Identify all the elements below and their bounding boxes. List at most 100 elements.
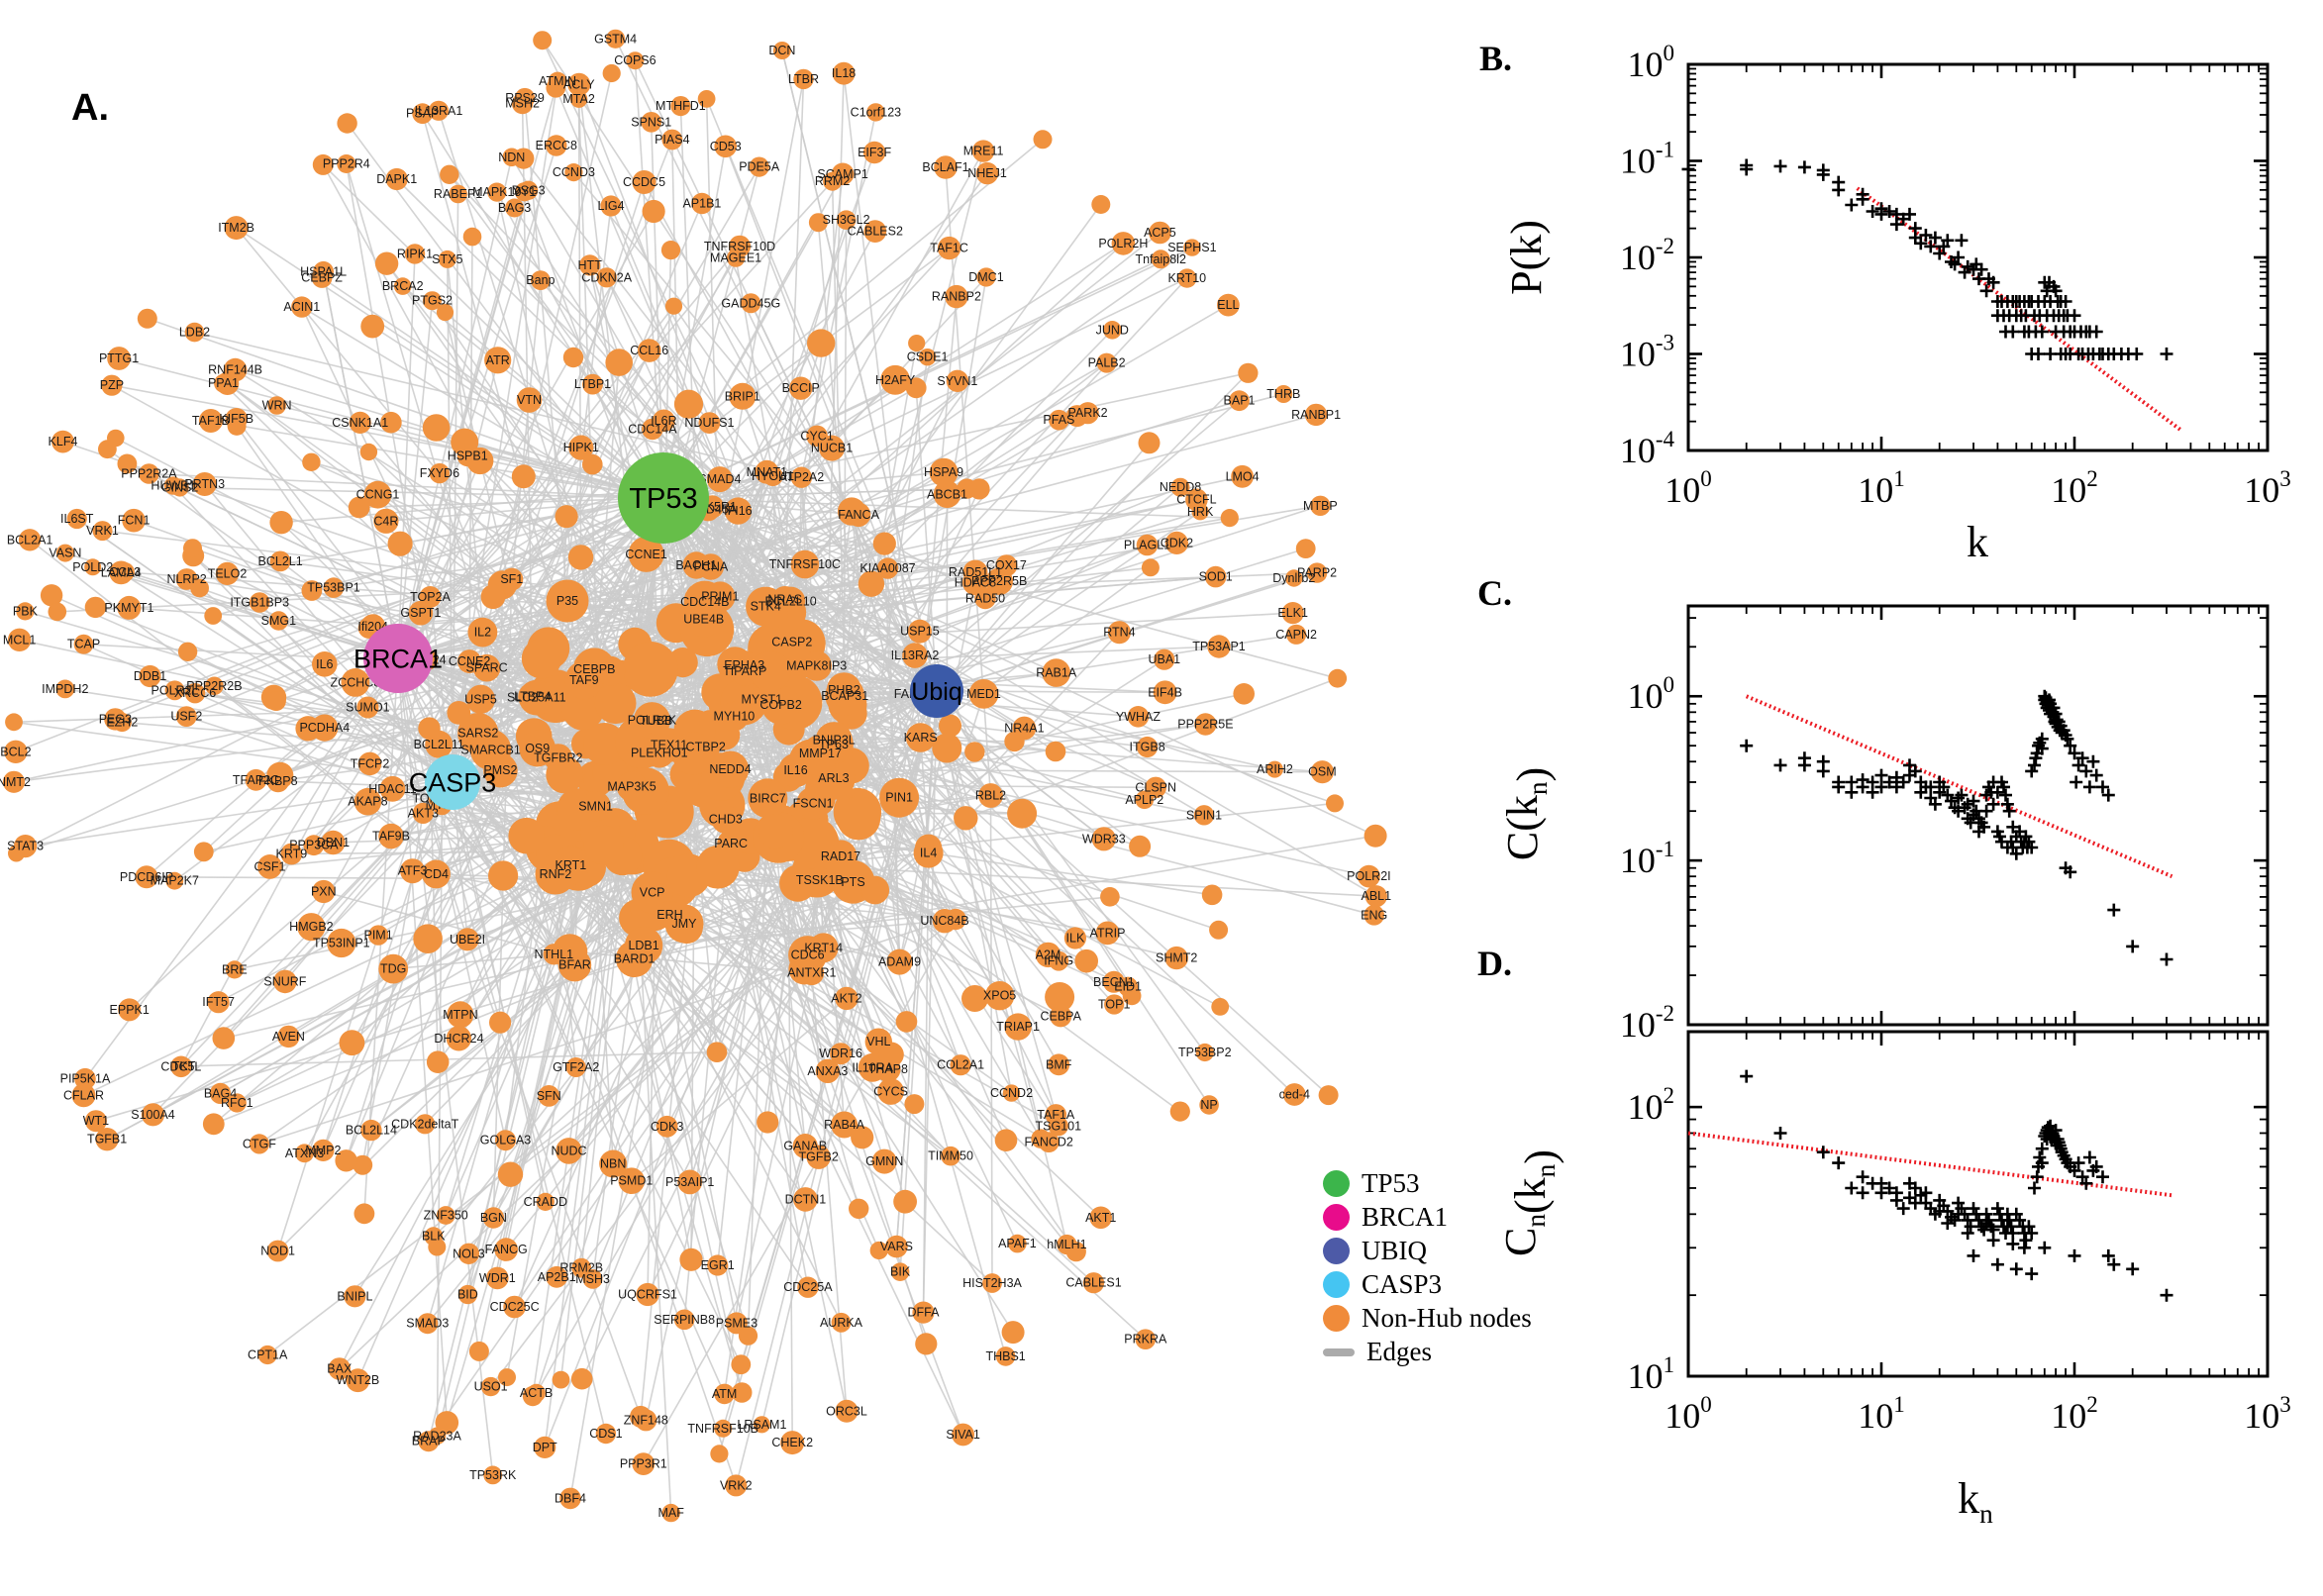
gene-label: PARC xyxy=(714,837,748,850)
gene-label: MAP3K5 xyxy=(607,779,656,793)
y-axis-label: P(k) xyxy=(1502,220,1551,295)
fit-line xyxy=(1856,186,2183,433)
gene-label: PFAS xyxy=(1043,413,1074,427)
gene-label: POLD2 xyxy=(72,560,113,574)
gene-label: PTTG1 xyxy=(99,351,139,365)
gene-label: TP53RK xyxy=(469,1468,517,1482)
gene-label: UQCRFS1 xyxy=(618,1288,677,1302)
gene-label: XRCC6 xyxy=(174,686,216,700)
gene-label: DCN xyxy=(768,44,795,57)
gene-label: NDUFS1 xyxy=(684,416,734,430)
gene-label: EID1 xyxy=(1114,980,1142,994)
gene-label: SF1 xyxy=(500,572,523,586)
gene-label: CEBPA xyxy=(1040,1009,1081,1023)
gene-label: CEBPZ xyxy=(301,271,343,285)
gene-label: NOD1 xyxy=(260,1245,295,1258)
gene-label: TSSK1B xyxy=(796,873,844,887)
legend-item-casp3: CASP3 xyxy=(1323,1269,1532,1299)
gene-label: IL13RA1 xyxy=(415,104,463,118)
gene-label: ATRIP xyxy=(1090,926,1126,940)
gene-label: HDAC8 xyxy=(955,575,996,589)
hub-node-TP53: TP53 xyxy=(618,452,709,544)
gene-label: Dynlrb2 xyxy=(1272,571,1315,585)
x-tick-label: 102 xyxy=(2051,1392,2098,1436)
gene-label: CYC1 xyxy=(800,429,833,443)
gene-label: ZNF148 xyxy=(624,1413,668,1427)
gene-label: UBE4B xyxy=(683,612,724,626)
gene-label: TAF9B xyxy=(372,830,410,844)
gene-label: NEDD8 xyxy=(1160,480,1201,494)
legend-dot-icon xyxy=(1323,1204,1350,1231)
gene-label: ERCC8 xyxy=(536,139,577,152)
gene-label: TOP1 xyxy=(1098,998,1130,1012)
gene-label: PRTN3 xyxy=(184,477,225,491)
gene-label: PIM1 xyxy=(364,929,393,943)
gene-label: THBS1 xyxy=(985,1349,1025,1363)
axis-ticks xyxy=(1686,606,2270,1027)
gene-label: PKMYT1 xyxy=(104,601,153,615)
plot-frame xyxy=(1686,604,2270,1027)
hub-label-Ubiq: Ubiq xyxy=(911,678,961,706)
gene-label: GSPT1 xyxy=(400,606,441,620)
gene-label: USP5 xyxy=(464,692,497,706)
gene-label: VRK1 xyxy=(86,524,119,538)
gene-label: NR4A1 xyxy=(1004,722,1044,736)
legend-dot-icon xyxy=(1323,1170,1350,1197)
gene-label: UNC84B xyxy=(920,914,968,928)
gene-label: ARL3 xyxy=(818,771,849,785)
gene-label: TNFRSF10D xyxy=(704,240,775,253)
gene-label: SLC25A11 xyxy=(507,691,566,705)
y-tick-label: 100 xyxy=(1628,41,1675,84)
gene-label: IFNG xyxy=(1044,954,1073,968)
gene-label: MSH3 xyxy=(575,1272,610,1286)
gene-label: SPIN1 xyxy=(1186,808,1222,822)
gene-label: PLEKHO1 xyxy=(631,746,688,759)
gene-label: CCND2 xyxy=(990,1086,1033,1100)
gene-label: RPS29 xyxy=(505,91,545,105)
gene-label: DFFA xyxy=(908,1306,941,1320)
gene-label: PARK2 xyxy=(1068,406,1108,420)
gene-label: HSPA1L xyxy=(300,264,347,278)
gene-label: ATF3 xyxy=(398,864,428,878)
gene-label: TNFRSF10B xyxy=(687,1422,758,1436)
gene-label: PBK xyxy=(13,604,39,618)
gene-label: PRIM1 xyxy=(701,590,739,604)
panel-label-b: B. xyxy=(1479,39,1513,78)
gene-label: BARD1 xyxy=(614,951,656,965)
gene-label: RBL2 xyxy=(975,789,1006,803)
gene-label: NHEJ1 xyxy=(967,166,1007,180)
gene-label: PPP3CA xyxy=(289,839,339,852)
gene-label: RANBP1 xyxy=(1291,408,1341,422)
gene-label: BCCIP xyxy=(782,381,820,395)
gene-label: CLSPN xyxy=(1135,780,1176,794)
gene-label: AKT3 xyxy=(408,806,439,820)
gene-label: TAF1A xyxy=(1037,1108,1075,1122)
gene-label: COX17 xyxy=(986,558,1027,572)
gene-label: HMGB2 xyxy=(289,920,334,934)
gene-label: BCLAF1 xyxy=(922,160,968,174)
gene-label: BAX xyxy=(327,1362,353,1376)
gene-label: THAP8 xyxy=(868,1062,908,1076)
gene-label: TP53AP1 xyxy=(1192,640,1246,653)
gene-label: CASP2 xyxy=(771,636,812,649)
gene-label: TP53BP1 xyxy=(307,581,360,595)
gene-label: DBN1 xyxy=(317,836,350,849)
gene-label: BCL2A1 xyxy=(7,533,53,547)
gene-label: NBN xyxy=(600,1157,626,1171)
gene-label: RRM2B xyxy=(559,1261,603,1275)
gene-label: AKT2 xyxy=(831,991,861,1005)
gene-label: PTGS2 xyxy=(412,294,453,308)
gene-label: LTBP4 xyxy=(514,690,551,704)
gene-label: IFT57 xyxy=(202,995,235,1009)
y-tick-label: 101 xyxy=(1628,1352,1675,1396)
gene-label: AURKA xyxy=(820,1316,863,1330)
gene-label: AP2B1 xyxy=(538,1270,576,1284)
gene-label: KLF4 xyxy=(49,435,78,449)
network-panel: ARL3 Banp TAF9B CDC14A MAGEE1 DHCR24 TP53RK KIA… xyxy=(0,29,1391,1523)
gene-label: DHCR24 xyxy=(434,1032,483,1046)
gene-label: BCL2L1 xyxy=(258,554,303,568)
network-legend: TP53 BRCA1 UBIQ CASP3 Non-Hub nodes Edges xyxy=(1323,1168,1532,1366)
gene-label: MYH10 xyxy=(714,710,756,724)
gene-label: EPPK1 xyxy=(110,1003,150,1017)
